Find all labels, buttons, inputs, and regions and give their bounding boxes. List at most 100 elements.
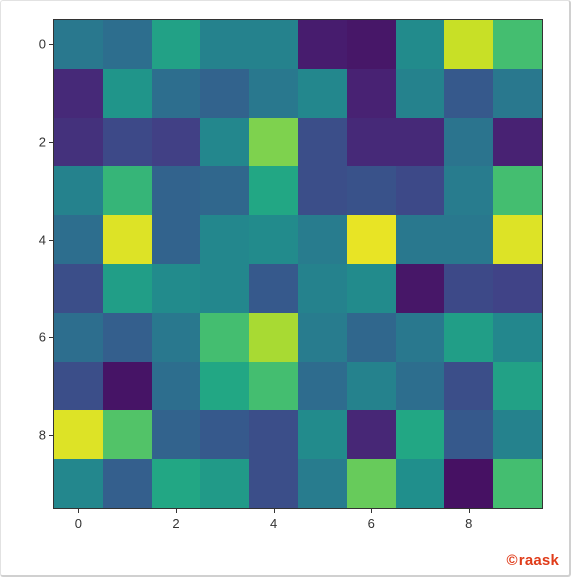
y-tick-label: 0: [39, 37, 54, 52]
heatmap-cell: [347, 20, 396, 69]
heatmap-cell: [200, 264, 249, 313]
heatmap-cell: [54, 166, 103, 215]
heatmap-cell: [54, 264, 103, 313]
heatmap-cell: [249, 362, 298, 411]
heatmap-cell: [347, 313, 396, 362]
heatmap-cell: [444, 459, 493, 508]
heatmap-cell: [103, 69, 152, 118]
heatmap-cell: [54, 118, 103, 167]
heatmap-cell: [347, 166, 396, 215]
heatmap-cell: [249, 20, 298, 69]
y-tick-label: 2: [39, 135, 54, 150]
heatmap-cell: [493, 264, 542, 313]
heatmap-cell: [396, 215, 445, 264]
heatmap-cell: [152, 362, 201, 411]
heatmap-cell: [103, 362, 152, 411]
heatmap-cell: [200, 313, 249, 362]
y-tick-label: 6: [39, 330, 54, 345]
heatmap-cell: [493, 459, 542, 508]
heatmap-cell: [396, 459, 445, 508]
heatmap-cell: [152, 410, 201, 459]
heatmap-cell: [54, 410, 103, 459]
heatmap-cell: [152, 118, 201, 167]
x-tick-label: 2: [172, 508, 179, 531]
heatmap-cell: [298, 215, 347, 264]
heatmap-cell: [54, 69, 103, 118]
x-tick-label: 8: [465, 508, 472, 531]
heatmap-cell: [347, 69, 396, 118]
heatmap-cell: [444, 362, 493, 411]
y-tick-label: 4: [39, 232, 54, 247]
heatmap-cell: [152, 166, 201, 215]
heatmap-cell: [298, 69, 347, 118]
heatmap-cell: [103, 459, 152, 508]
heatmap-cell: [54, 459, 103, 508]
heatmap-cell: [444, 20, 493, 69]
heatmap-cell: [200, 362, 249, 411]
heatmap-cell: [200, 69, 249, 118]
heatmap-cell: [54, 20, 103, 69]
heatmap-cell: [200, 215, 249, 264]
chart-frame: 0246802468 ©raask: [0, 0, 571, 577]
heatmap-cell: [396, 410, 445, 459]
heatmap-cell: [103, 264, 152, 313]
heatmap-cell: [298, 459, 347, 508]
heatmap-cell: [298, 118, 347, 167]
heatmap-cell: [493, 313, 542, 362]
heatmap-cell: [103, 166, 152, 215]
x-tick-label: 4: [270, 508, 277, 531]
heatmap-cell: [200, 166, 249, 215]
heatmap-cell: [249, 166, 298, 215]
heatmap-cell: [103, 20, 152, 69]
heatmap-cell: [152, 459, 201, 508]
x-tick-label: 6: [368, 508, 375, 531]
heatmap-grid: [54, 20, 542, 508]
heatmap-cell: [103, 410, 152, 459]
heatmap-cell: [298, 20, 347, 69]
heatmap-cell: [396, 362, 445, 411]
heatmap-cell: [444, 313, 493, 362]
heatmap-cell: [249, 313, 298, 362]
heatmap-cell: [54, 313, 103, 362]
heatmap-cell: [396, 313, 445, 362]
heatmap-cell: [200, 20, 249, 69]
heatmap-cell: [493, 410, 542, 459]
heatmap-cell: [298, 362, 347, 411]
heatmap-cell: [444, 166, 493, 215]
heatmap-cell: [249, 459, 298, 508]
heatmap-cell: [54, 362, 103, 411]
heatmap-cell: [200, 118, 249, 167]
heatmap-cell: [493, 118, 542, 167]
heatmap-cell: [444, 69, 493, 118]
heatmap-cell: [444, 410, 493, 459]
watermark: ©raask: [507, 552, 559, 569]
heatmap-cell: [493, 69, 542, 118]
heatmap-cell: [298, 166, 347, 215]
heatmap-cell: [396, 20, 445, 69]
heatmap-cell: [249, 69, 298, 118]
heatmap-cell: [347, 118, 396, 167]
heatmap-cell: [444, 215, 493, 264]
x-tick-label: 0: [75, 508, 82, 531]
heatmap-cell: [103, 118, 152, 167]
heatmap-cell: [249, 410, 298, 459]
heatmap-cell: [347, 362, 396, 411]
heatmap-cell: [103, 313, 152, 362]
watermark-text: raask: [519, 552, 559, 569]
heatmap-cell: [152, 215, 201, 264]
heatmap-cell: [103, 215, 152, 264]
heatmap-cell: [444, 264, 493, 313]
heatmap-cell: [347, 459, 396, 508]
heatmap-cell: [396, 69, 445, 118]
heatmap-cell: [54, 215, 103, 264]
heatmap-cell: [493, 215, 542, 264]
heatmap-cell: [493, 20, 542, 69]
heatmap-cell: [493, 362, 542, 411]
heatmap-cell: [298, 264, 347, 313]
heatmap-cell: [444, 118, 493, 167]
heatmap-cell: [200, 410, 249, 459]
heatmap-cell: [396, 166, 445, 215]
heatmap-cell: [249, 118, 298, 167]
heatmap-cell: [152, 264, 201, 313]
heatmap-cell: [249, 264, 298, 313]
